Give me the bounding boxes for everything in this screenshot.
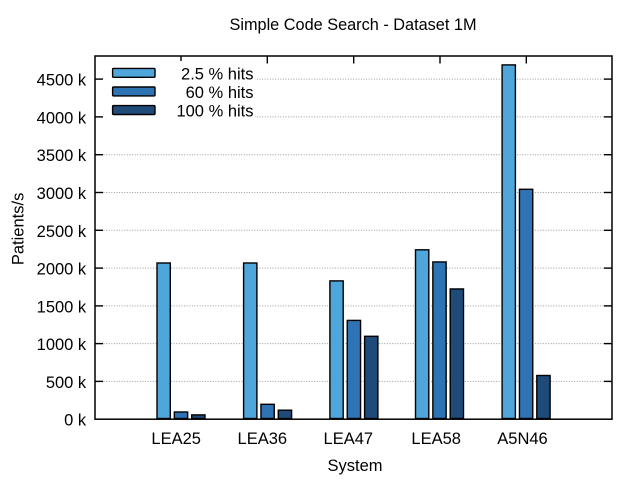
svg-text:2500 k: 2500 k <box>37 223 87 241</box>
svg-text:1000 k: 1000 k <box>37 336 87 354</box>
svg-text:LEA58: LEA58 <box>411 430 461 448</box>
svg-text:LEA25: LEA25 <box>151 430 201 448</box>
svg-text:3500 k: 3500 k <box>37 147 87 165</box>
svg-text:Patients/s: Patients/s <box>10 193 28 265</box>
svg-text:System: System <box>327 457 382 475</box>
svg-text:2000 k: 2000 k <box>37 261 87 279</box>
svg-text:3000 k: 3000 k <box>37 185 87 203</box>
svg-text:4500 k: 4500 k <box>37 72 87 90</box>
svg-text:2.5 % hits: 2.5 % hits <box>181 65 253 83</box>
svg-text:Simple Code Search - Dataset 1: Simple Code Search - Dataset 1M <box>229 16 476 34</box>
svg-text:4000 k: 4000 k <box>37 109 87 127</box>
svg-text:100 % hits: 100 % hits <box>176 103 253 121</box>
svg-text:60 % hits: 60 % hits <box>186 84 254 102</box>
svg-text:0 k: 0 k <box>64 412 87 430</box>
svg-text:500 k: 500 k <box>46 374 87 392</box>
svg-text:LEA36: LEA36 <box>238 430 288 448</box>
svg-text:LEA47: LEA47 <box>324 430 374 448</box>
svg-text:A5N46: A5N46 <box>497 430 547 448</box>
svg-text:1500 k: 1500 k <box>37 298 87 316</box>
